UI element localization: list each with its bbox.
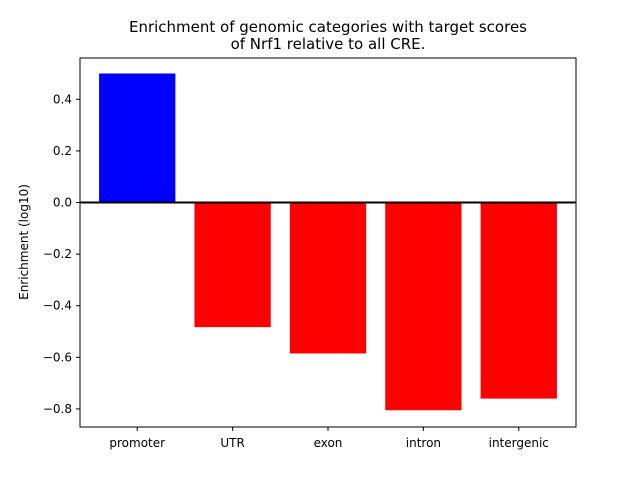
bar-intergenic <box>480 202 557 399</box>
y-axis-label: Enrichment (log10) <box>17 184 31 300</box>
chart-title-line-2: of Nrf1 relative to all CRE. <box>231 35 426 53</box>
x-axis-ticks: promoter UTR exon intron intergenic <box>109 427 549 450</box>
x-tick-label: intergenic <box>489 436 549 450</box>
bar-UTR <box>194 202 271 328</box>
x-tick-label: intron <box>406 436 441 450</box>
y-tick-label: −0.8 <box>43 402 72 416</box>
y-axis-ticks: −0.8 −0.6 −0.4 −0.2 0.0 0.2 0.4 <box>43 92 80 416</box>
y-tick-label: 0.4 <box>53 92 72 106</box>
bar-intron <box>385 202 462 411</box>
bar-promoter <box>99 73 176 203</box>
x-tick-label: UTR <box>220 436 244 450</box>
y-tick-label: −0.4 <box>43 299 72 313</box>
x-tick-label: exon <box>314 436 343 450</box>
y-tick-label: 0.0 <box>53 196 72 210</box>
bars-group <box>99 73 557 411</box>
x-tick-label: promoter <box>109 436 165 450</box>
y-tick-label: −0.6 <box>43 350 72 364</box>
y-tick-label: −0.2 <box>43 247 72 261</box>
bar-exon <box>289 202 367 354</box>
chart-title-line-1: Enrichment of genomic categories with ta… <box>129 18 527 36</box>
y-tick-label: 0.2 <box>53 144 72 158</box>
